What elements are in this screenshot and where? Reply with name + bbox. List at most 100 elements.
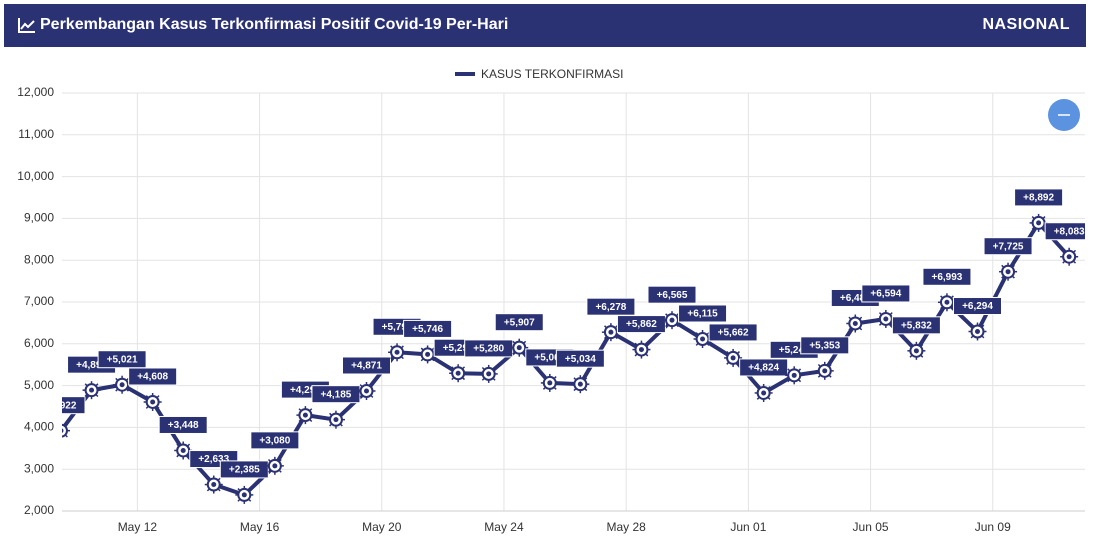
- value-label: +8,892: [1023, 193, 1054, 204]
- y-tick-label: 6,000: [24, 336, 54, 350]
- marker-core: [547, 380, 553, 386]
- value-label: +2,385: [229, 465, 260, 476]
- value-label-box: [555, 349, 605, 368]
- marker-core: [822, 368, 828, 374]
- x-tick-label: Jun 09: [975, 520, 1011, 534]
- value-label-box: [494, 313, 544, 332]
- virus-marker: [601, 323, 620, 342]
- marker-core: [638, 347, 644, 353]
- chart: 2,000 3,000 4,000 5,000 6,000 7,000 8,000 9,000…: [17, 67, 1085, 534]
- scope: NASIONAL: [982, 16, 1070, 33]
- virus-marker: [510, 338, 529, 357]
- marker-core: [89, 387, 95, 393]
- marker-core: [333, 417, 339, 423]
- virus-marker: [418, 345, 437, 364]
- marker-core: [516, 345, 522, 351]
- value-label: +5,662: [718, 328, 749, 339]
- virus-marker: [326, 410, 345, 429]
- y-tick-label: 11,000: [18, 127, 54, 141]
- value-label-box: [708, 323, 758, 342]
- value-label: +4,185: [321, 389, 352, 400]
- value-label: +5,034: [565, 354, 596, 365]
- zoom-button[interactable]: [1048, 99, 1080, 131]
- legend-label: KASUS TERKONFIRMASI: [481, 67, 623, 81]
- value-label: +5,021: [107, 354, 138, 365]
- value-label: +3,080: [259, 435, 290, 446]
- virus-marker: [388, 343, 407, 362]
- x-tick-label: Jun 05: [853, 520, 889, 534]
- value-label: +6,594: [870, 289, 901, 300]
- virus-marker: [663, 311, 681, 330]
- marker-core: [761, 390, 767, 396]
- value-label-box: [219, 460, 269, 479]
- value-label: +4,871: [351, 361, 382, 372]
- virus-marker: [204, 475, 223, 494]
- x-tick-label: May 20: [362, 520, 402, 534]
- x-tick-label: May 28: [606, 520, 646, 534]
- chart-icon: [18, 18, 35, 33]
- value-label: +4,294: [290, 385, 321, 396]
- marker-core: [1066, 254, 1072, 260]
- value-label: +5,746: [412, 324, 443, 335]
- plot: +3,922 +4,891 +5,021 +4,608 +3,448 +2,633+2,3…: [55, 188, 1085, 504]
- value-label-box: [128, 367, 178, 386]
- value-label: +5,862: [626, 319, 657, 330]
- virus-marker: [296, 406, 315, 425]
- x-tick-label: Jun 01: [730, 520, 766, 534]
- value-label-box: [62, 396, 86, 415]
- value-label-box: [158, 415, 208, 434]
- value-label: +6,278: [595, 302, 626, 313]
- virus-marker: [143, 392, 162, 411]
- virus-marker: [235, 485, 254, 504]
- value-label: +2,633: [198, 454, 229, 465]
- header: Perkembangan Kasus Terkonfirmasi Positif…: [4, 4, 1086, 47]
- value-label: +4,891: [76, 360, 107, 371]
- value-label-box: [311, 385, 361, 404]
- value-label-box: [97, 350, 147, 369]
- virus-marker: [754, 383, 773, 402]
- marker-core: [302, 412, 308, 418]
- marker-spike: [55, 431, 61, 437]
- value-label: +6,294: [962, 301, 993, 312]
- marker-core: [944, 299, 950, 305]
- value-label-box: [861, 284, 911, 303]
- value-label: +5,797: [382, 322, 413, 333]
- marker-core: [62, 428, 64, 433]
- marker-body: [62, 423, 68, 438]
- marker-core: [700, 336, 706, 342]
- y-tick-label: 2,000: [24, 503, 54, 517]
- value-label: +5,832: [901, 320, 932, 331]
- y-tick-label: 7,000: [24, 294, 54, 308]
- virus-marker: [479, 364, 498, 383]
- value-label: +5,907: [504, 317, 535, 328]
- marker-core: [394, 349, 400, 355]
- virus-marker: [724, 348, 743, 367]
- marker-core: [669, 317, 675, 323]
- marker-core: [272, 463, 278, 469]
- marker-core: [730, 355, 736, 361]
- value-label-box: [342, 356, 391, 375]
- value-label-box: [983, 237, 1033, 256]
- marker-core: [364, 388, 369, 394]
- value-label: +5,246: [779, 345, 810, 356]
- virus-marker: [1029, 213, 1048, 232]
- virus-marker: [846, 314, 865, 333]
- value-label: +7,725: [993, 241, 1024, 252]
- marker-core: [241, 492, 247, 498]
- y-tick-label: 9,000: [24, 211, 54, 225]
- virus-marker: [907, 341, 926, 360]
- value-label: +4,608: [137, 372, 168, 383]
- value-label: +6,993: [932, 272, 963, 283]
- virus-marker: [357, 381, 376, 400]
- x-tick-label: May 24: [484, 520, 524, 534]
- virus-marker: [785, 366, 804, 385]
- marker-core: [150, 399, 156, 405]
- value-label: +4,824: [748, 363, 779, 374]
- marker-core: [913, 348, 919, 354]
- value-label-box: [891, 316, 941, 335]
- virus-marker: [999, 262, 1018, 281]
- virus-marker: [540, 373, 559, 392]
- value-label-box: [250, 431, 300, 450]
- marker-core: [1005, 269, 1011, 275]
- value-label: +5,280: [473, 344, 504, 355]
